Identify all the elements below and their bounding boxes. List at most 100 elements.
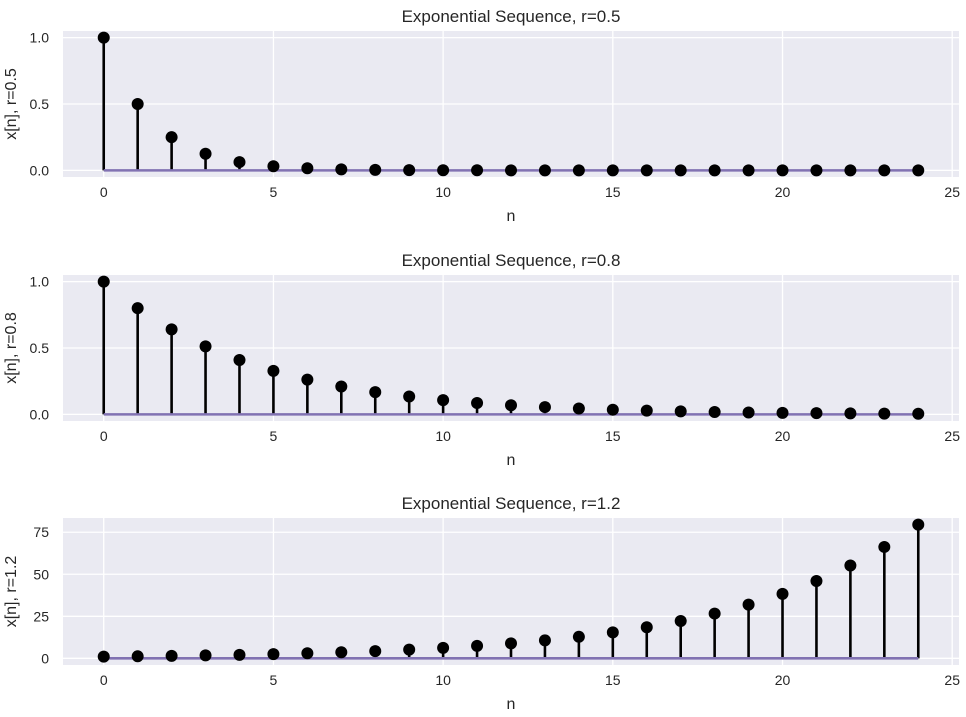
stem-marker (708, 405, 721, 418)
stem-marker (572, 164, 585, 177)
stem-marker (742, 406, 755, 419)
stem-marker (844, 164, 857, 177)
y-tick-label: 1.0 (30, 30, 50, 46)
x-tick-label: 0 (100, 428, 108, 444)
stem-marker (674, 164, 687, 177)
stem-marker (776, 164, 789, 177)
stem-marker (131, 302, 144, 315)
stem-marker (471, 396, 484, 409)
stem-marker (97, 650, 110, 663)
stem-marker (437, 164, 450, 177)
x-tick-label: 15 (605, 672, 621, 688)
stem-marker (912, 518, 925, 531)
y-axis-label: x[n], r=0.8 (3, 312, 20, 384)
stem-marker (369, 386, 382, 399)
x-tick-label: 25 (944, 184, 960, 200)
y-tick-label: 75 (33, 524, 49, 540)
stem-marker (742, 598, 755, 611)
x-axis-label: n (507, 452, 516, 469)
stem-marker (267, 648, 280, 661)
stem-marker (844, 559, 857, 572)
x-tick-label: 10 (435, 428, 451, 444)
x-tick-label: 20 (775, 672, 791, 688)
stem-marker (572, 630, 585, 643)
stem-marker (640, 164, 653, 177)
stem-marker (640, 621, 653, 634)
x-axis-label: n (507, 208, 516, 225)
stem-marker (403, 643, 416, 656)
stem-marker (776, 406, 789, 419)
y-tick-label: 1.0 (30, 274, 50, 290)
x-tick-label: 0 (100, 672, 108, 688)
chart-title: Exponential Sequence, r=0.5 (402, 7, 621, 26)
stem-marker (505, 164, 517, 177)
stem-marker (301, 647, 314, 660)
y-tick-label: 0 (41, 650, 49, 666)
stem-marker (708, 607, 721, 620)
stem-marker (335, 380, 348, 393)
stem-marker (267, 364, 280, 377)
subplot-2: 0 5 10 15 20 25 0.0 0.5 1.0 Exponential Sequence,… (3, 251, 960, 469)
x-tick-label: 15 (605, 428, 621, 444)
stem-marker (301, 162, 314, 175)
stem-marker (538, 401, 551, 414)
stem-marker (233, 648, 246, 661)
stem-marker (606, 626, 619, 639)
stem-marker (708, 164, 721, 177)
stem-marker (369, 163, 382, 176)
stem-marker (165, 649, 178, 662)
stem-marker (471, 639, 484, 652)
stem-marker (572, 402, 585, 415)
stem-marker (810, 407, 823, 420)
stem-marker (403, 390, 416, 403)
y-tick-label: 0.5 (30, 96, 50, 112)
stem-marker (538, 164, 551, 177)
stem-marker (606, 403, 619, 416)
y-tick-label: 0.5 (30, 340, 50, 356)
stem-marker (810, 574, 823, 587)
x-tick-label: 5 (270, 672, 278, 688)
x-tick-label: 25 (944, 428, 960, 444)
y-axis-label: x[n], r=1.2 (3, 556, 20, 628)
stem-marker (437, 641, 450, 654)
stem-marker (335, 646, 348, 659)
stem-marker (403, 164, 416, 177)
stem-marker (810, 164, 823, 177)
stem-marker (471, 164, 484, 177)
x-tick-label: 20 (775, 184, 791, 200)
stem-marker (538, 634, 551, 647)
y-tick-label: 0.0 (30, 406, 50, 422)
y-tick-label: 0.0 (30, 162, 50, 178)
stem-marker (301, 373, 314, 386)
stem-marker (878, 407, 891, 420)
stem-marker (199, 340, 212, 353)
stem-marker (674, 615, 687, 628)
stem-marker (97, 31, 110, 44)
stem-marker (912, 407, 925, 420)
subplot-1: 0 5 10 15 20 25 0.0 0.5 1.0 Exponential Sequence,… (3, 7, 960, 225)
stem-marker (878, 164, 891, 177)
stem-marker (437, 394, 450, 407)
y-tick-label: 50 (33, 566, 49, 582)
x-tick-label: 25 (944, 672, 960, 688)
stem-marker (742, 164, 755, 177)
stem-marker (165, 323, 178, 336)
y-axis-label: x[n], r=0.5 (3, 68, 20, 140)
stem-marker (131, 98, 144, 110)
x-tick-label: 5 (270, 428, 278, 444)
chart-title: Exponential Sequence, r=0.8 (402, 251, 621, 270)
stem-marker (165, 131, 178, 144)
stem-marker (233, 156, 246, 169)
stem-marker (606, 164, 619, 177)
stem-marker (674, 405, 687, 418)
x-tick-label: 10 (435, 184, 451, 200)
stem-marker (505, 637, 517, 650)
stem-marker (912, 164, 925, 177)
x-tick-label: 0 (100, 184, 108, 200)
stem-marker (505, 399, 517, 412)
stem-marker (267, 160, 280, 173)
x-tick-label: 20 (775, 428, 791, 444)
stem-marker (199, 147, 212, 160)
stem-marker (878, 540, 891, 553)
